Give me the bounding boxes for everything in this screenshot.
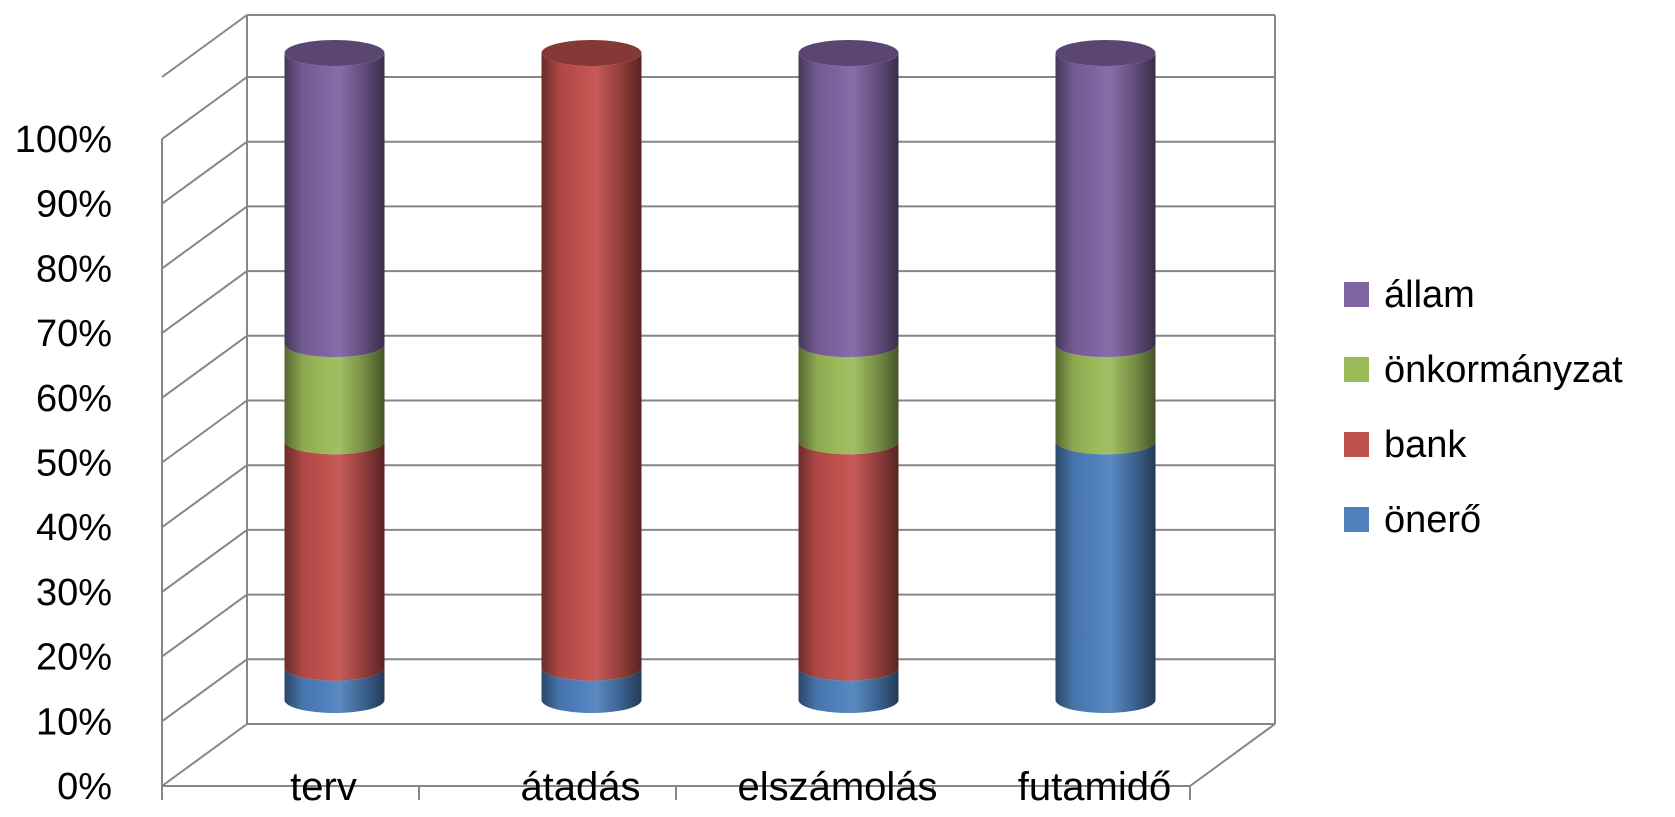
gridline-side (161, 464, 248, 529)
y-tick-label: 20% (36, 637, 112, 679)
legend-swatch (1344, 282, 1369, 307)
legend-swatch (1344, 432, 1369, 457)
bar-segment-állam (1055, 53, 1156, 358)
gridline-side (161, 270, 248, 334)
floor-right-edge (1189, 723, 1276, 787)
legend-swatch (1344, 357, 1369, 382)
bar-segment-önerő (541, 667, 642, 714)
y-axis-tick-labels: 0% 10% 20% 30% 40% 50% 60% 70% 80% 90% 100% (15, 119, 112, 808)
y-tick-label: 70% (36, 313, 112, 355)
x-axis (161, 139, 1276, 800)
gridline-side (161, 76, 248, 140)
bars (284, 40, 1156, 714)
gridline-side (161, 658, 248, 723)
legend-label: bank (1384, 424, 1467, 466)
y-tick-label: 80% (36, 248, 112, 290)
legend-item: önerő (1344, 499, 1481, 541)
x-category-label: futamidő (1018, 765, 1171, 809)
gridline-side (161, 140, 248, 205)
y-tick-label: 40% (36, 507, 112, 549)
bar-segment-állam (284, 53, 385, 358)
legend-label: önerő (1384, 499, 1481, 541)
bar-segment-önkormányzat (284, 344, 385, 455)
bar-segment-önerő (798, 667, 899, 714)
gridline-side (161, 334, 248, 399)
bar-stack (1055, 40, 1156, 714)
y-tick-label: 90% (36, 184, 112, 226)
y-tick-label: 30% (36, 572, 112, 614)
legend-label: önkormányzat (1384, 349, 1623, 391)
bar-top-cap (284, 40, 385, 66)
bar-segment-bank (541, 53, 642, 681)
gridline-side (161, 205, 248, 270)
legend-item: önkormányzat (1344, 349, 1623, 391)
bar-segment-önkormányzat (798, 344, 899, 455)
y-tick-label: 0% (57, 766, 112, 808)
bar-segment-bank (798, 441, 899, 681)
bar-stack (284, 40, 385, 714)
bar-top-cap (1055, 40, 1156, 66)
y-tick-label: 100% (15, 119, 112, 161)
bar-stack (798, 40, 899, 714)
side-wall-top-edge (161, 14, 248, 78)
x-category-label: terv (290, 765, 357, 809)
bar-segment-önerő (284, 667, 385, 714)
x-axis-category-labels: terv átadás elszámolás futamidő (290, 765, 1171, 809)
x-category-label: átadás (520, 765, 640, 809)
x-category-label: elszámolás (737, 765, 937, 809)
bar-top-cap (798, 40, 899, 66)
gridline-side (161, 529, 248, 593)
y-tick-label: 50% (36, 443, 112, 485)
legend-item: bank (1344, 424, 1467, 466)
bar-stack (541, 40, 642, 714)
bar-top-cap (541, 40, 642, 66)
legend-swatch (1344, 507, 1369, 532)
y-tick-label: 60% (36, 378, 112, 420)
gridline-side (161, 723, 248, 787)
chart-walls (161, 14, 1276, 724)
legend: állam önkormányzat bank önerő (1344, 274, 1623, 541)
bar-segment-önerő (1055, 441, 1156, 714)
legend-label: állam (1384, 274, 1475, 316)
y-tick-label: 10% (36, 701, 112, 743)
gridline-side (161, 399, 248, 464)
bar-segment-önkormányzat (1055, 344, 1156, 455)
legend-item: állam (1344, 274, 1475, 316)
gridline-side (161, 593, 248, 658)
bar-segment-bank (284, 441, 385, 681)
bar-segment-állam (798, 53, 899, 358)
